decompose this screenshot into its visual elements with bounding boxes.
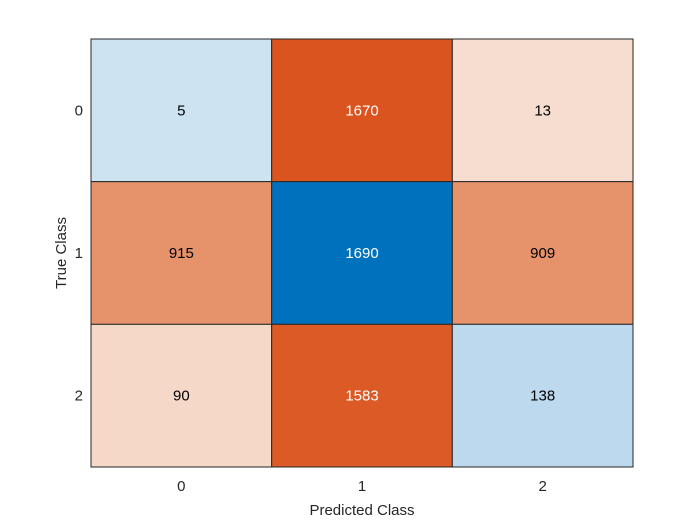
heatmap-cell-r2-c1 [271, 323, 453, 468]
x-tick-label-1: 1 [358, 478, 366, 495]
x-axis-label: Predicted Class [309, 502, 414, 519]
heatmap-cell-r0-c1 [271, 38, 453, 183]
cell-value-label-r0-c0: 5 [177, 102, 185, 119]
plot-frame [90, 38, 634, 468]
cells-layer: 5 1670 13 915 1690 909 90 1583 138 [90, 38, 634, 468]
x-tick-label-2: 2 [538, 478, 546, 495]
y-tick-label-1: 1 [75, 245, 83, 262]
y-tick-label-0: 0 [75, 102, 83, 119]
cell-value-label-r2-c1: 1583 [345, 388, 378, 405]
cell-value-label-r2-c0: 90 [173, 388, 190, 405]
ticks-layer: 0 1 2 0 1 2 [75, 102, 547, 495]
cell-value-label-r0-c2: 13 [534, 102, 551, 119]
heatmap-cell-r2-c0 [90, 323, 273, 468]
heatmap-cell-r1-c2 [451, 181, 634, 325]
cell-value-label-r1-c0: 915 [169, 245, 194, 262]
cell-value-label-r2-c2: 138 [530, 388, 555, 405]
y-tick-label-2: 2 [75, 388, 83, 405]
cell-value-label-r0-c1: 1670 [345, 102, 378, 119]
y-axis-label: True Class [53, 217, 70, 289]
x-tick-label-0: 0 [177, 478, 185, 495]
heatmap-cell-r1-c1 [271, 181, 453, 325]
cell-value-label-r1-c2: 909 [530, 245, 555, 262]
cell-value-label-r1-c1: 1690 [345, 245, 378, 262]
heatmap-cell-r1-c0 [90, 181, 273, 325]
heatmap-cell-r0-c0 [90, 38, 273, 183]
